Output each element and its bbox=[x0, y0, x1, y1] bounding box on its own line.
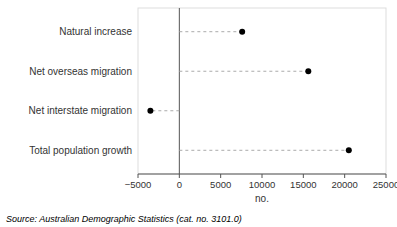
stem bbox=[179, 71, 308, 72]
x-tick bbox=[262, 174, 263, 178]
dot bbox=[346, 147, 352, 153]
stem bbox=[179, 150, 348, 151]
x-tick-label: 20000 bbox=[331, 179, 357, 190]
y-tick-label: Net overseas migration bbox=[29, 66, 132, 77]
dot bbox=[305, 68, 311, 74]
y-tick-label: Total population growth bbox=[29, 145, 132, 156]
x-tick bbox=[138, 174, 139, 178]
plot-marks bbox=[147, 29, 351, 154]
chart: −5000 0 5000 10000 15000 20000 25000 no. Natural… bbox=[0, 0, 397, 227]
x-tick-label: 25000 bbox=[373, 179, 397, 190]
y-tick-label: Natural increase bbox=[59, 26, 132, 37]
x-tick-label: 0 bbox=[177, 179, 182, 190]
zero-line bbox=[179, 8, 180, 174]
plot-frame bbox=[138, 8, 386, 174]
source-note: Source: Australian Demographic Statistic… bbox=[6, 214, 242, 224]
x-tick-label: −5000 bbox=[125, 179, 152, 190]
x-tick bbox=[386, 174, 387, 178]
dot bbox=[239, 29, 245, 35]
x-tick bbox=[179, 174, 180, 178]
x-tick bbox=[220, 174, 221, 178]
dot bbox=[147, 108, 153, 114]
x-tick-label: 15000 bbox=[290, 179, 316, 190]
x-axis-label: no. bbox=[255, 193, 269, 204]
x-tick-label: 5000 bbox=[210, 179, 231, 190]
x-tick bbox=[303, 174, 304, 178]
background bbox=[0, 0, 397, 227]
x-tick bbox=[344, 174, 345, 178]
y-tick-label: Net interstate migration bbox=[29, 105, 132, 116]
x-tick-label: 10000 bbox=[249, 179, 275, 190]
chart-container: −5000 0 5000 10000 15000 20000 25000 no. Natural… bbox=[0, 0, 397, 227]
stem bbox=[179, 31, 242, 32]
stem bbox=[150, 110, 179, 111]
